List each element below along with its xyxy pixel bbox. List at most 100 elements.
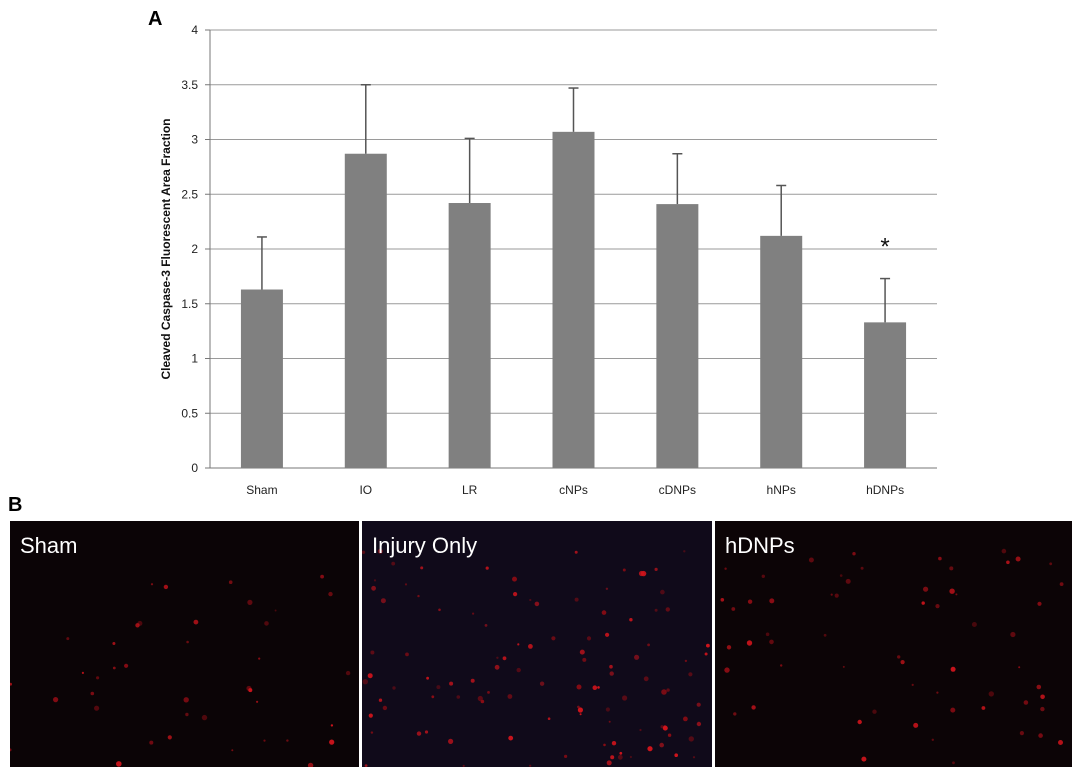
fluorescent-spot xyxy=(90,691,95,696)
fluorescent-spot xyxy=(307,762,314,767)
fluorescent-spot xyxy=(1037,601,1042,606)
fluorescent-spot xyxy=(852,552,856,556)
fluorescent-spot xyxy=(329,739,335,745)
fluorescent-spot xyxy=(913,722,919,728)
fluorescent-spot xyxy=(857,719,862,725)
fluorescent-spot xyxy=(417,594,420,598)
fluorescent-spot xyxy=(485,566,489,570)
fluorescent-spot xyxy=(391,561,396,566)
fluorescent-spot xyxy=(619,751,623,755)
y-tick-label: 4 xyxy=(191,23,198,37)
fluorescent-spot xyxy=(684,659,688,663)
fluorescent-spot xyxy=(643,676,649,682)
fluorescent-spot xyxy=(368,713,373,718)
fluorescent-spot xyxy=(438,608,441,612)
fluorescent-spot xyxy=(502,656,507,661)
fluorescent-spot xyxy=(576,684,582,690)
fluorescent-spot xyxy=(487,691,490,694)
fluorescent-spot xyxy=(724,567,727,570)
fluorescent-spot xyxy=(808,557,814,563)
x-tick-label: Sham xyxy=(246,483,277,497)
fluorescent-spot xyxy=(264,621,269,626)
fluorescent-spot xyxy=(286,739,289,742)
x-tick-label: cDNPs xyxy=(659,483,696,497)
fluorescent-spot xyxy=(462,764,465,767)
bar xyxy=(240,289,283,468)
fluorescent-spot xyxy=(392,686,396,690)
fluorescent-spot xyxy=(370,650,375,655)
fluorescent-spot xyxy=(150,583,154,586)
fluorescent-spot xyxy=(611,741,617,746)
fluorescent-spot xyxy=(952,761,955,765)
significance-marker: * xyxy=(880,233,889,260)
fluorescent-spot xyxy=(660,589,665,595)
fluorescent-spot xyxy=(761,574,765,578)
fluorescent-spot xyxy=(842,665,845,668)
y-tick-label: 0 xyxy=(191,461,198,475)
bar xyxy=(864,322,907,468)
fluorescent-spot xyxy=(617,754,623,760)
y-axis-label: Cleaved Caspase-3 Fluorescent Area Fract… xyxy=(159,119,173,380)
fluorescent-spot xyxy=(731,607,736,611)
fluorescent-spot xyxy=(586,636,592,641)
x-tick-label: IO xyxy=(359,483,372,497)
micrograph-hdnps-label: hDNPs xyxy=(725,533,795,558)
fluorescent-spot xyxy=(931,738,934,741)
micrograph-background xyxy=(362,521,712,767)
micrograph-injury-only-label: Injury Only xyxy=(372,533,478,558)
fluorescent-spot xyxy=(574,597,579,602)
fluorescent-spot xyxy=(935,604,940,609)
fluorescent-spot xyxy=(872,709,877,714)
fluorescent-spot xyxy=(66,637,70,641)
fluorescent-spot xyxy=(683,716,688,722)
fluorescent-spot xyxy=(404,583,408,586)
bar xyxy=(448,203,491,468)
fluorescent-spot xyxy=(897,655,901,659)
fluorescent-spot xyxy=(949,588,955,594)
fluorescent-spot xyxy=(405,652,409,657)
micrograph-background xyxy=(10,521,359,767)
micrograph-sham-image xyxy=(10,521,359,767)
fluorescent-spot xyxy=(377,548,383,554)
micrograph-row: Sham Injury Only hDNPs xyxy=(10,521,1072,767)
fluorescent-spot xyxy=(610,755,615,760)
micrograph-background xyxy=(715,521,1072,767)
fluorescent-spot xyxy=(605,632,610,637)
fluorescent-spot xyxy=(496,656,499,659)
fluorescent-spot xyxy=(1010,631,1016,638)
y-tick-label: 3 xyxy=(191,133,198,147)
fluorescent-spot xyxy=(601,610,607,615)
fluorescent-spot xyxy=(830,593,833,596)
fluorescent-spot xyxy=(263,739,266,742)
fluorescent-spot xyxy=(183,697,189,703)
fluorescent-spot xyxy=(416,731,422,736)
fluorescent-spot xyxy=(516,667,521,673)
fluorescent-spot xyxy=(577,705,580,709)
x-tick-label: cNPs xyxy=(559,483,588,497)
fluorescent-spot xyxy=(477,695,483,702)
fluorescent-spot xyxy=(378,698,383,702)
fluorescent-spot xyxy=(706,643,710,648)
fluorescent-spot xyxy=(420,566,424,570)
fluorescent-spot xyxy=(949,566,954,571)
fluorescent-spot xyxy=(634,654,640,660)
fluorescent-spot xyxy=(592,685,598,690)
fluorescent-spot xyxy=(436,685,441,690)
fluorescent-spot xyxy=(900,660,905,665)
fluorescent-spot xyxy=(950,666,956,672)
fluorescent-spot xyxy=(606,760,612,766)
fluorescent-spot xyxy=(696,702,701,707)
fluorescent-spot xyxy=(53,697,59,703)
fluorescent-spot xyxy=(320,574,324,579)
fluorescent-spot xyxy=(1001,548,1007,554)
fluorescent-spot xyxy=(911,683,914,686)
fluorescent-spot xyxy=(605,707,610,712)
fluorescent-spot xyxy=(647,643,650,647)
fluorescent-spot xyxy=(769,598,775,604)
fluorescent-spot xyxy=(470,678,475,683)
fluorescent-spot xyxy=(839,574,843,577)
y-tick-label: 0.5 xyxy=(181,406,198,420)
fluorescent-spot xyxy=(472,612,475,615)
fluorescent-spot xyxy=(609,671,614,676)
fluorescent-spot xyxy=(193,619,199,625)
